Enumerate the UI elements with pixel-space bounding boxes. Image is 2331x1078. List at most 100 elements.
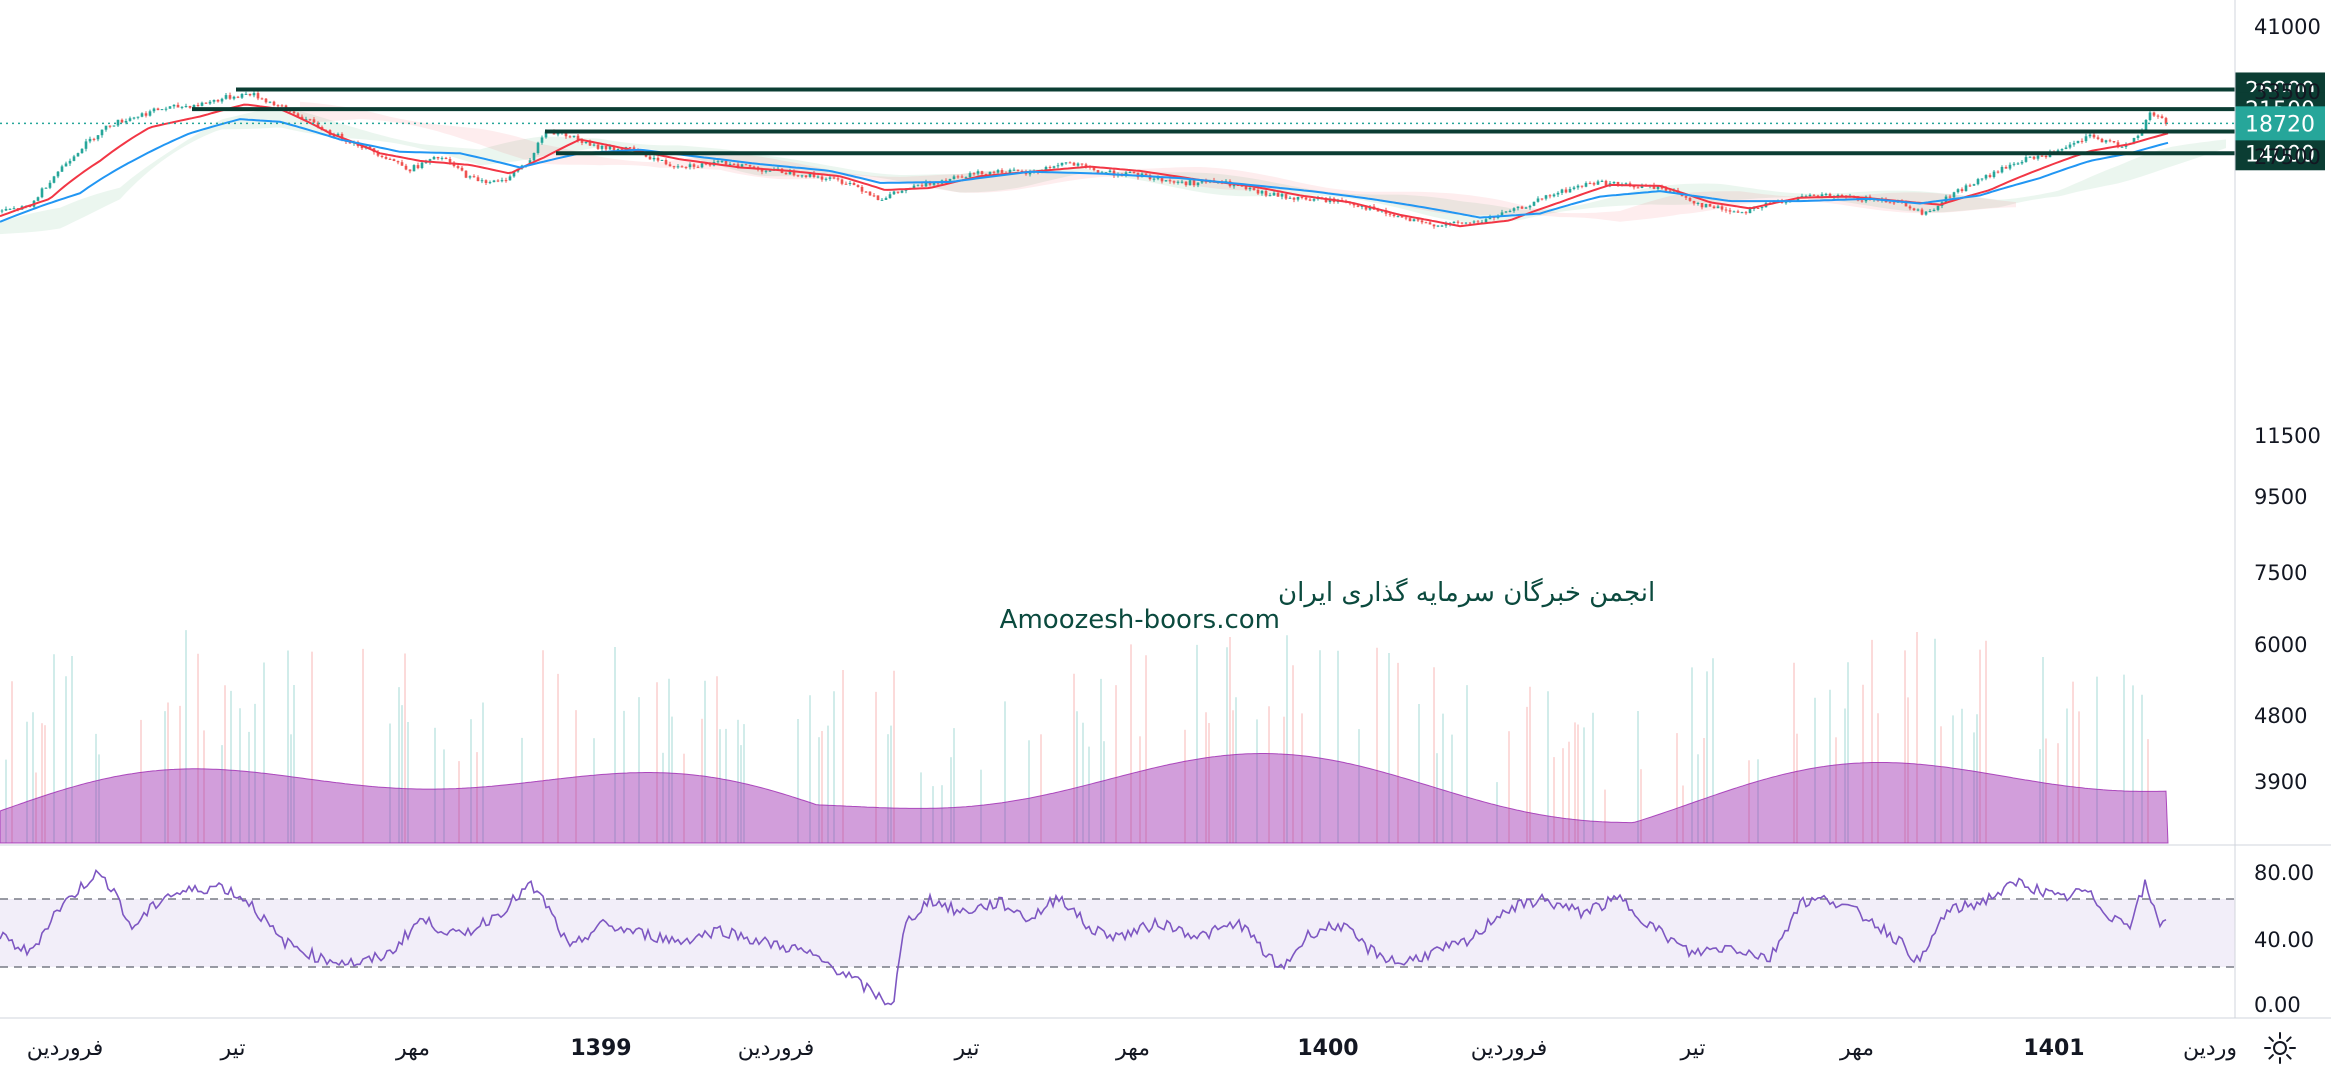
candle-body [976,171,980,174]
candle-body [400,162,404,166]
candle-body [556,133,560,135]
candle-body [100,129,104,136]
candle-body [1524,207,1528,209]
candle-body [1056,165,1060,167]
candle-body [608,146,612,150]
candle-body [260,98,264,100]
candle-body [396,161,400,163]
candle-body [1732,211,1736,213]
candle-body [332,135,336,137]
candle-body [612,146,616,151]
candle-body [256,93,260,99]
candle-body [812,173,816,177]
candle-body [1184,181,1188,186]
candle-body [892,191,896,195]
candle-body [388,158,392,160]
candle-body [500,180,504,182]
candle-body [236,96,240,98]
time-label: مهر [1839,1036,1874,1061]
candle-body [380,155,384,157]
candle-body [1504,211,1508,213]
candle-body [208,101,212,104]
candle-body [136,116,140,118]
candle-body [140,113,144,117]
candle-body [1152,178,1156,180]
last-price-tag [2235,106,2325,141]
candle-body [1728,210,1732,212]
candle-body [128,118,132,121]
candle-body [1444,223,1448,226]
candle-body [2016,163,2020,165]
candle-body [684,167,688,169]
candle-body [1176,181,1180,183]
candle-body [76,153,80,157]
horizontal-levels[interactable]: 26000215001730014000 18720 [0,72,2325,171]
level-21500[interactable]: 21500 [192,92,2325,127]
candle-body [1724,209,1728,211]
candle-body [1628,183,1632,186]
time-label: تیر [954,1036,980,1061]
rsi-tick: 80.00 [2254,861,2314,885]
candle-body [720,161,724,162]
candle-body [216,100,220,102]
candle-body [1016,169,1020,171]
time-label: فروردین [738,1036,815,1061]
candle-body [192,105,196,108]
price-tick: 33500 [2254,80,2321,104]
candle-body [1400,216,1404,218]
candle-body [1964,185,1968,192]
candle-body [728,164,732,166]
candle-body [1428,222,1432,225]
candle-body [1668,190,1672,192]
rsi-tick: 40.00 [2254,928,2314,952]
candle-body [1412,219,1416,222]
candle-body [1096,170,1100,173]
candle-body [968,173,972,178]
cloud-green-area [0,107,2226,235]
candle-body [492,180,496,183]
level-14000[interactable]: 14000 [556,136,2325,171]
candle-body [1748,209,1752,214]
candle-body [1540,198,1544,200]
candle-body [1984,175,1988,179]
candle-body [0,210,4,212]
candle-body [696,166,700,168]
level-17300[interactable]: 17300 [545,114,2325,149]
candle-body [632,147,636,151]
candle-body [1928,211,1932,212]
candle-body [2012,163,2016,165]
candle-body [1860,200,1864,202]
candle-body [572,135,576,138]
candle-body [2076,140,2080,144]
candle-body [1652,185,1656,189]
candle-body [700,163,704,168]
candle-body [800,175,804,177]
candle-body [1892,202,1896,204]
candle-body [1028,172,1032,175]
candle-body [1820,194,1824,196]
candle-body [848,183,852,184]
candle-body [264,98,268,103]
candle-body [1996,171,2000,173]
candle-body [2060,149,2064,151]
candle-body [1908,206,1912,209]
candle-body [1460,222,1464,224]
candle-body [220,98,224,102]
price-tick: 7500 [2254,561,2307,585]
candle-body [2068,144,2072,148]
candle-body [1936,205,1940,210]
candle-body [844,183,848,185]
candle-body [1520,206,1524,209]
candle-body [1948,196,1952,198]
candle-body [184,106,188,107]
candle-body [1552,194,1556,197]
candle-body [1416,219,1420,221]
candle-body [1276,192,1280,197]
candle-body [544,131,548,138]
settings-button[interactable] [2262,1030,2298,1066]
candle-body [1376,209,1380,212]
candle-body [648,156,652,160]
level-26000[interactable]: 26000 [236,72,2325,107]
candle-body [752,166,756,168]
